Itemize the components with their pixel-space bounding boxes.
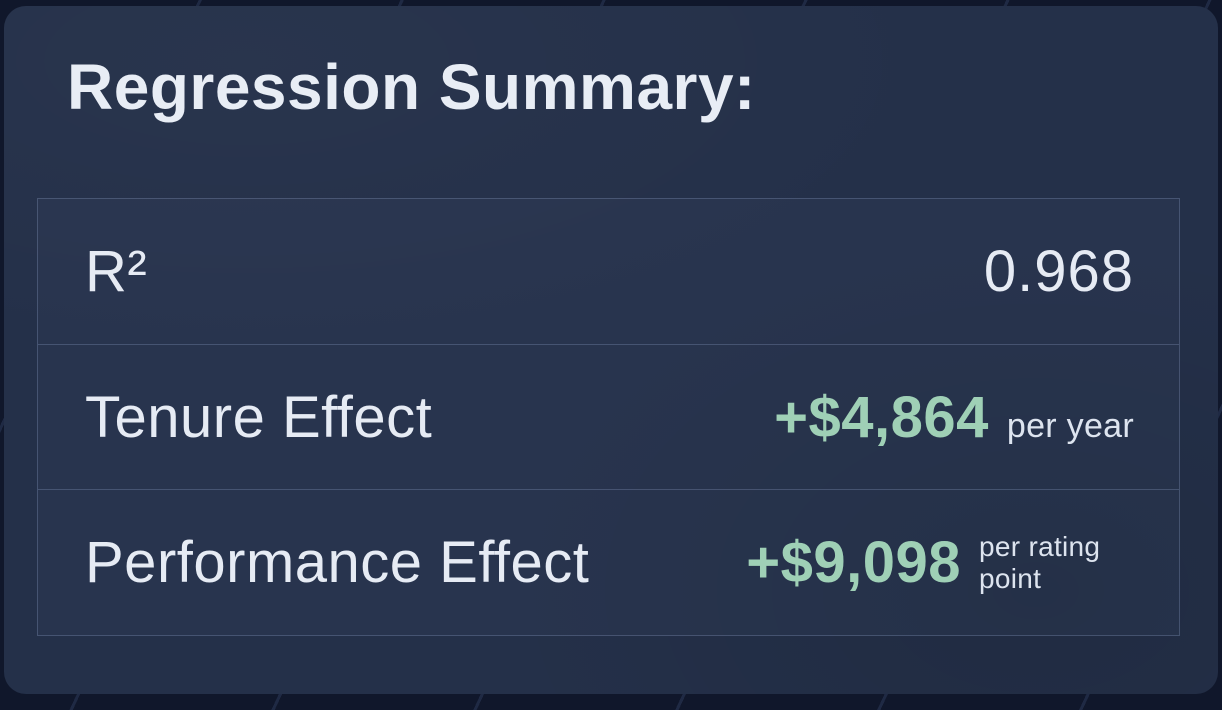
row-value-tenure-effect: +$4,864 <box>774 384 989 450</box>
table-row-r-squared: R² 0.968 <box>38 199 1179 344</box>
table-row-tenure-effect: Tenure Effect +$4,864 per year <box>38 343 1179 490</box>
row-unit-performance-effect: per rating point <box>979 531 1101 594</box>
regression-summary-table: R² 0.968 Tenure Effect +$4,864 per year … <box>37 198 1180 636</box>
row-label-performance-effect: Performance Effect <box>85 530 590 596</box>
row-label-r-squared: R² <box>85 238 148 304</box>
row-unit-tenure-effect: per year <box>1006 406 1134 445</box>
page-title: Regression Summary: <box>67 51 756 123</box>
row-value-group-performance: +$9,098 per rating point <box>746 529 1134 596</box>
table-row-performance-effect: Performance Effect +$9,098 per rating po… <box>38 489 1179 635</box>
row-label-tenure-effect: Tenure Effect <box>85 384 433 450</box>
row-value-r-squared: 0.968 <box>983 238 1134 304</box>
slide-card: Regression Summary: R² 0.968 Tenure Effe… <box>4 6 1218 694</box>
row-value-group-tenure: +$4,864 per year <box>774 384 1134 451</box>
row-value-performance-effect: +$9,098 <box>746 530 961 596</box>
